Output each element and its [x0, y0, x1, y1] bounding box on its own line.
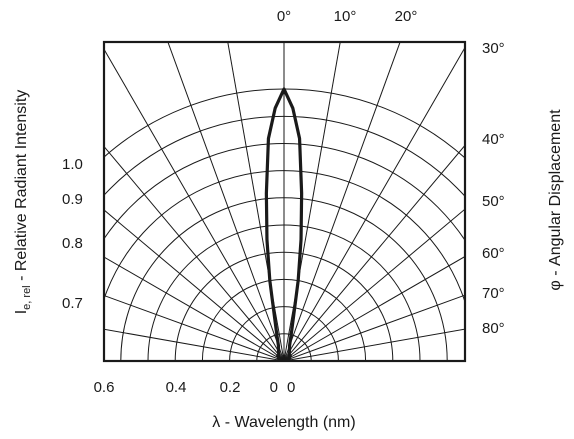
- right-axis-title: φ - Angular Displacement: [547, 109, 564, 291]
- y-axis-title: Ie, rel - Relative Radiant Intensity: [13, 90, 33, 315]
- grid-spoke--70: [104, 294, 285, 361]
- grid-spoke-10: [283, 42, 341, 361]
- intensity-curve: [264, 87, 304, 361]
- right-angle-tick-1: 40°: [482, 131, 505, 148]
- grid-spoke--30: [104, 48, 285, 361]
- grid-spoke--60: [104, 256, 285, 361]
- grid-spoke-80: [283, 328, 465, 361]
- grid-spoke--50: [104, 209, 285, 361]
- grid-spoke--40: [104, 145, 285, 361]
- x-axis-title: λ - Wavelength (nm): [212, 414, 355, 431]
- bottom-tick-3: 0: [270, 379, 278, 396]
- right-angle-tick-3: 60°: [482, 245, 505, 262]
- plot-frame: [102, 40, 467, 363]
- bottom-tick-4: 0: [287, 379, 295, 396]
- right-angle-tick-5: 80°: [482, 320, 505, 337]
- grid-spoke-30: [283, 46, 465, 361]
- top-angle-tick-2: 20°: [395, 8, 418, 25]
- grid-spoke-20: [283, 42, 401, 361]
- grid-spoke-70: [283, 294, 465, 361]
- grid-spoke-40: [283, 144, 465, 361]
- left-scale-tick-2: 0.8: [62, 235, 83, 252]
- left-scale-tick-3: 0.7: [62, 295, 83, 312]
- right-angle-tick-2: 50°: [482, 193, 505, 210]
- top-angle-tick-1: 10°: [334, 8, 357, 25]
- right-angle-tick-0: 30°: [482, 40, 505, 57]
- left-scale-tick-0: 1.0: [62, 156, 83, 173]
- bottom-tick-2: 0.2: [220, 379, 241, 396]
- grid-spoke--20: [167, 42, 285, 361]
- grid-spoke--10: [227, 42, 285, 361]
- grid-spoke--80: [104, 328, 285, 361]
- grid-spoke-50: [283, 208, 465, 361]
- intensity-curve-layer: [264, 87, 304, 361]
- bottom-tick-0: 0.6: [94, 379, 115, 396]
- tick-labels: 0° 10° 20° 30° 40° 50° 60° 70° 80° 1.0 0.9 0.8 0.7 0.…: [62, 8, 505, 396]
- top-angle-tick-0: 0°: [277, 8, 291, 25]
- left-scale-tick-1: 0.9: [62, 191, 83, 208]
- bottom-tick-1: 0.4: [166, 379, 187, 396]
- grid-spoke-60: [283, 255, 465, 361]
- right-angle-tick-4: 70°: [482, 285, 505, 302]
- polar-grid: [104, 42, 465, 361]
